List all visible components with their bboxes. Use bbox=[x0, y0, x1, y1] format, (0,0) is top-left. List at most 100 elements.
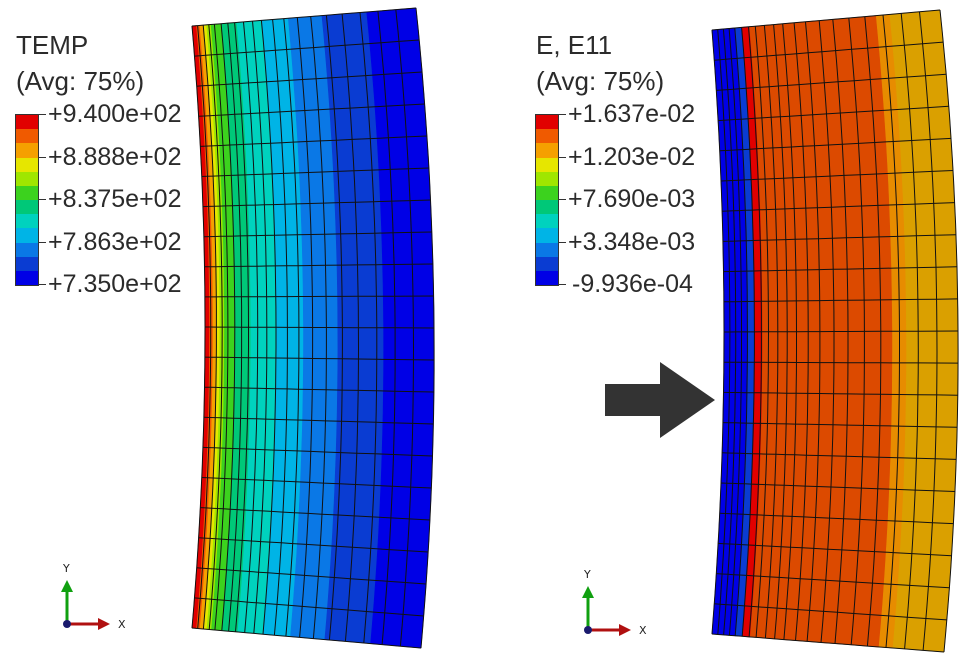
colorbar-swatch bbox=[16, 157, 38, 172]
mesh-line-horizontal bbox=[202, 446, 433, 457]
colorbar-swatch bbox=[16, 270, 38, 286]
mesh-line-horizontal bbox=[716, 73, 947, 91]
colorbar-swatch bbox=[536, 143, 558, 158]
temp-panel: TEMP (Avg: 75%) +9.400e+02 +8.888e+02 +8.3… bbox=[0, 0, 460, 659]
legend-averaging-strain: (Avg: 75%) bbox=[536, 66, 665, 96]
mesh-line-horizontal bbox=[720, 482, 956, 492]
tick-mark bbox=[38, 284, 46, 285]
tick-label: +7.690e-03 bbox=[568, 185, 696, 213]
colorbar-swatch bbox=[16, 200, 38, 215]
mesh-line-horizontal bbox=[723, 361, 959, 364]
mesh-line-horizontal bbox=[718, 542, 952, 557]
tick-label: +3.348e-03 bbox=[568, 227, 696, 256]
tick-mark bbox=[558, 241, 566, 243]
tick-mark bbox=[558, 199, 566, 200]
colorbar-swatch bbox=[16, 228, 38, 243]
colorbar-swatch bbox=[536, 157, 558, 172]
strain-panel: E, E11 (Avg: 75%) +1.637e-02 +1.203e-02 +7… bbox=[520, 0, 964, 659]
colorbar-swatch bbox=[536, 214, 558, 229]
tick-label: +1.203e-02 bbox=[568, 142, 696, 171]
mesh-line-horizontal bbox=[204, 356, 435, 361]
mesh-line-horizontal bbox=[722, 202, 955, 212]
mesh-line-horizontal bbox=[194, 39, 420, 57]
colorbar-swatch bbox=[536, 171, 558, 186]
mesh-line-horizontal bbox=[716, 573, 950, 589]
colorbar-swatch bbox=[536, 185, 558, 201]
mesh-line-horizontal bbox=[194, 597, 424, 617]
colorbar-swatch bbox=[16, 143, 38, 158]
axis-y-label-left: Y bbox=[63, 562, 70, 575]
mesh-line-horizontal bbox=[198, 537, 429, 553]
mesh-line-horizontal bbox=[201, 477, 432, 489]
mesh-line-horizontal bbox=[723, 266, 958, 273]
mesh-line-horizontal bbox=[201, 167, 429, 177]
colorbar-swatch bbox=[536, 270, 558, 286]
mesh-line-horizontal bbox=[198, 103, 425, 117]
colorbar-swatch bbox=[16, 214, 38, 229]
tick-mark bbox=[38, 241, 46, 243]
legend-title-temp: TEMP bbox=[16, 30, 89, 60]
mesh-line-horizontal bbox=[714, 41, 944, 61]
strain-mesh bbox=[711, 9, 959, 653]
tick-label: +7.350e+02 bbox=[48, 270, 182, 298]
mesh-line-horizontal bbox=[203, 231, 432, 238]
tick-mark bbox=[558, 114, 566, 115]
colorbar-swatch bbox=[16, 185, 38, 201]
axis-triad-right: Y X bbox=[577, 568, 657, 638]
mesh-line-horizontal bbox=[204, 263, 433, 268]
mesh-line-horizontal bbox=[722, 422, 958, 428]
mesh-line-horizontal bbox=[711, 633, 945, 653]
colorbar-swatch bbox=[16, 115, 38, 130]
colorbar-swatch bbox=[536, 200, 558, 215]
tick-label: +1.637e-02 bbox=[568, 100, 696, 128]
mesh-line-horizontal bbox=[719, 137, 952, 152]
tick-label: +7.863e+02 bbox=[48, 227, 182, 256]
tick-mark bbox=[558, 284, 566, 285]
mesh-line-horizontal bbox=[723, 391, 958, 396]
tick-mark bbox=[38, 199, 46, 200]
mesh-line-horizontal bbox=[722, 234, 957, 242]
mesh-line-horizontal bbox=[205, 326, 435, 329]
temp-mesh bbox=[191, 7, 435, 649]
tick-label: +9.400e+02 bbox=[48, 100, 182, 128]
mesh-line-horizontal bbox=[722, 452, 957, 460]
mesh-line-horizontal bbox=[191, 627, 422, 649]
tick-mark bbox=[38, 114, 46, 115]
mesh-line-horizontal bbox=[204, 295, 434, 298]
transition-arrow-icon bbox=[605, 362, 715, 438]
mesh-line-horizontal bbox=[719, 512, 954, 525]
mesh-line-horizontal bbox=[724, 330, 959, 333]
mesh-line-horizontal bbox=[196, 71, 423, 87]
legend-averaging-temp: (Avg: 75%) bbox=[16, 66, 145, 96]
mesh-line-horizontal bbox=[203, 416, 434, 425]
tick-mark bbox=[38, 156, 46, 158]
axis-x-label-right: X bbox=[639, 624, 647, 637]
mesh-line-horizontal bbox=[711, 9, 941, 31]
tick-mark bbox=[558, 156, 566, 158]
mesh-line-horizontal bbox=[718, 105, 949, 122]
colorbar-swatch bbox=[536, 242, 558, 257]
mesh-line-horizontal bbox=[204, 386, 434, 393]
axis-triad-left: Y X bbox=[56, 562, 136, 638]
axis-x-label-left: X bbox=[118, 618, 126, 631]
mesh-line-horizontal bbox=[723, 298, 958, 303]
tick-label: -9.936e-04 bbox=[572, 270, 693, 298]
mesh-line-horizontal bbox=[200, 135, 427, 147]
colorbar-swatch bbox=[16, 256, 38, 271]
mesh-line-horizontal bbox=[200, 507, 430, 521]
colorbar-swatch bbox=[536, 129, 558, 144]
colorbar-swatch bbox=[536, 115, 558, 130]
mesh-line-horizontal bbox=[202, 199, 431, 208]
colorbar-temp bbox=[15, 114, 39, 286]
mesh-line-horizontal bbox=[191, 7, 417, 27]
tick-label: +8.375e+02 bbox=[48, 185, 182, 213]
colorbar-strain bbox=[535, 114, 559, 286]
mesh-line-horizontal bbox=[720, 170, 954, 182]
colorbar-swatch bbox=[16, 129, 38, 144]
mesh-line-horizontal bbox=[714, 603, 947, 621]
colorbar-swatch bbox=[536, 256, 558, 271]
axis-y-label-right: Y bbox=[584, 568, 591, 581]
tick-label: +8.888e+02 bbox=[48, 142, 182, 171]
colorbar-swatch bbox=[536, 228, 558, 243]
